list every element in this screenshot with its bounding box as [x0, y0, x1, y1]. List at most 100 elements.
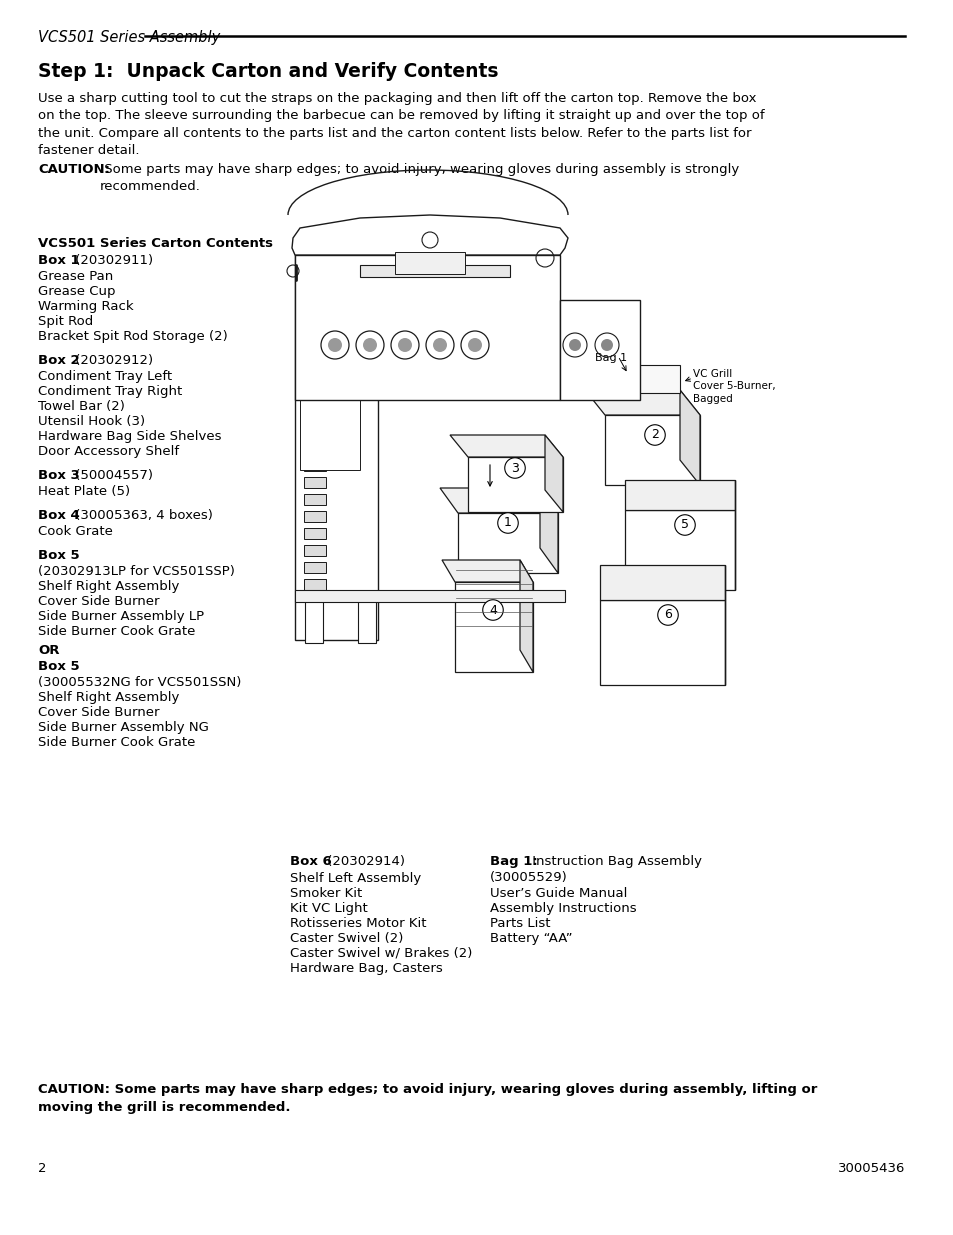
Text: OR: OR: [38, 643, 59, 657]
Text: Bag 1:: Bag 1:: [490, 855, 537, 868]
Polygon shape: [395, 252, 464, 274]
Text: Box 3: Box 3: [38, 469, 80, 482]
Text: Box 5: Box 5: [38, 659, 79, 673]
Text: Side Burner Cook Grate: Side Burner Cook Grate: [38, 625, 195, 638]
Polygon shape: [294, 254, 377, 640]
Circle shape: [568, 338, 580, 351]
Text: Battery “AA”: Battery “AA”: [490, 932, 572, 945]
Circle shape: [397, 338, 412, 352]
Polygon shape: [304, 562, 326, 573]
Text: 1: 1: [503, 516, 512, 530]
Polygon shape: [679, 390, 700, 485]
Text: Warming Rack: Warming Rack: [38, 300, 133, 312]
Polygon shape: [599, 600, 724, 685]
Text: Box 5: Box 5: [38, 550, 79, 562]
Text: Side Burner Assembly LP: Side Burner Assembly LP: [38, 610, 204, 622]
Text: VC Grill
Cover 5-Burner,
Bagged: VC Grill Cover 5-Burner, Bagged: [692, 369, 775, 404]
Polygon shape: [304, 477, 326, 488]
Text: Instruction Bag Assembly: Instruction Bag Assembly: [527, 855, 701, 868]
Polygon shape: [439, 488, 558, 513]
Text: (30005529): (30005529): [490, 871, 567, 884]
Text: (20302912): (20302912): [71, 354, 153, 367]
Text: Side Burner Cook Grate: Side Burner Cook Grate: [38, 736, 195, 748]
Polygon shape: [294, 590, 564, 601]
Polygon shape: [455, 582, 533, 672]
Polygon shape: [359, 266, 510, 277]
Text: Grease Pan: Grease Pan: [38, 270, 113, 283]
Polygon shape: [299, 380, 359, 471]
Text: Assembly Instructions: Assembly Instructions: [490, 902, 636, 915]
Text: Side Burner Assembly NG: Side Burner Assembly NG: [38, 721, 209, 734]
Text: Smoker Kit: Smoker Kit: [290, 887, 362, 900]
Text: Hardware Bag Side Shelves: Hardware Bag Side Shelves: [38, 430, 221, 443]
Polygon shape: [450, 435, 562, 457]
Text: 3: 3: [511, 462, 518, 474]
Text: Some parts may have sharp edges; to avoid injury, wearing gloves during assembly: Some parts may have sharp edges; to avoi…: [100, 163, 739, 194]
Polygon shape: [304, 579, 326, 590]
Text: Use a sharp cutting tool to cut the straps on the packaging and then lift off th: Use a sharp cutting tool to cut the stra…: [38, 91, 763, 158]
Text: Cover Side Burner: Cover Side Burner: [38, 706, 159, 719]
Text: Box 2: Box 2: [38, 354, 79, 367]
Polygon shape: [357, 595, 375, 643]
Text: Box 1: Box 1: [38, 254, 79, 267]
Text: Shelf Left Assembly: Shelf Left Assembly: [290, 872, 421, 885]
Text: 5: 5: [680, 519, 688, 531]
Polygon shape: [441, 559, 533, 582]
Text: Cover Side Burner: Cover Side Burner: [38, 595, 159, 608]
Circle shape: [328, 338, 341, 352]
Text: (30005363, 4 boxes): (30005363, 4 boxes): [71, 509, 213, 522]
Polygon shape: [299, 300, 359, 370]
Polygon shape: [624, 480, 734, 510]
Polygon shape: [624, 510, 734, 590]
Text: Condiment Tray Left: Condiment Tray Left: [38, 370, 172, 383]
Text: (30005532NG for VCS501SSN): (30005532NG for VCS501SSN): [38, 676, 241, 689]
Circle shape: [363, 338, 376, 352]
Text: CAUTION: Some parts may have sharp edges; to avoid injury, wearing gloves during: CAUTION: Some parts may have sharp edges…: [38, 1083, 817, 1114]
Text: Spit Rod: Spit Rod: [38, 315, 93, 329]
Text: Parts List: Parts List: [490, 918, 550, 930]
Text: User’s Guide Manual: User’s Guide Manual: [490, 887, 627, 900]
Circle shape: [468, 338, 481, 352]
Polygon shape: [457, 513, 558, 573]
Text: Heat Plate (5): Heat Plate (5): [38, 485, 130, 498]
Circle shape: [600, 338, 613, 351]
Polygon shape: [599, 564, 724, 600]
Polygon shape: [294, 254, 559, 400]
Polygon shape: [559, 300, 639, 400]
Text: Cook Grate: Cook Grate: [38, 525, 112, 538]
Polygon shape: [468, 457, 562, 513]
Text: Grease Cup: Grease Cup: [38, 285, 115, 298]
Polygon shape: [304, 511, 326, 522]
Polygon shape: [544, 435, 562, 513]
Polygon shape: [304, 545, 326, 556]
Polygon shape: [519, 559, 533, 672]
Text: 2: 2: [650, 429, 659, 441]
Polygon shape: [305, 595, 323, 643]
Circle shape: [433, 338, 447, 352]
Polygon shape: [304, 494, 326, 505]
Text: VCS501 Series Carton Contents: VCS501 Series Carton Contents: [38, 237, 273, 249]
Text: Rotisseries Motor Kit: Rotisseries Motor Kit: [290, 918, 426, 930]
Text: 30005436: 30005436: [837, 1162, 904, 1174]
Text: 4: 4: [489, 604, 497, 616]
Text: Shelf Right Assembly: Shelf Right Assembly: [38, 580, 179, 593]
Text: (20302911): (20302911): [71, 254, 153, 267]
Text: Door Accessory Shelf: Door Accessory Shelf: [38, 445, 179, 458]
Polygon shape: [304, 529, 326, 538]
Text: VCS501 Series Assembly: VCS501 Series Assembly: [38, 30, 220, 44]
Text: Kit VC Light: Kit VC Light: [290, 902, 367, 915]
Text: Utensil Hook (3): Utensil Hook (3): [38, 415, 145, 429]
Text: Bracket Spit Rod Storage (2): Bracket Spit Rod Storage (2): [38, 330, 228, 343]
Text: Bag 1: Bag 1: [595, 353, 626, 363]
Text: 6: 6: [663, 609, 671, 621]
Text: Hardware Bag, Casters: Hardware Bag, Casters: [290, 962, 442, 974]
Text: Step 1:  Unpack Carton and Verify Contents: Step 1: Unpack Carton and Verify Content…: [38, 62, 498, 82]
Text: (20302914): (20302914): [323, 855, 405, 868]
Polygon shape: [304, 459, 326, 471]
Text: 2: 2: [38, 1162, 47, 1174]
Polygon shape: [604, 415, 700, 485]
Text: Caster Swivel w/ Brakes (2): Caster Swivel w/ Brakes (2): [290, 947, 472, 960]
Text: Box 6: Box 6: [290, 855, 332, 868]
Polygon shape: [584, 390, 700, 415]
Text: Shelf Right Assembly: Shelf Right Assembly: [38, 692, 179, 704]
